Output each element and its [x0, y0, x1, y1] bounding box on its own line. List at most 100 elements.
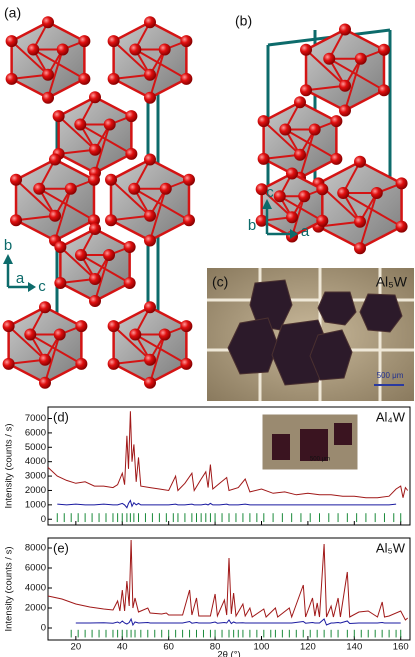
atom [75, 357, 88, 370]
bond [11, 73, 49, 80]
atom [182, 214, 195, 227]
atom [255, 183, 268, 196]
panel-label: (b) [235, 13, 252, 29]
atom [2, 357, 15, 370]
atom [107, 72, 120, 85]
atom [144, 68, 156, 81]
axis-letter: b [248, 217, 256, 234]
y-tick-label: 2000 [25, 485, 46, 496]
panel-label: (e) [53, 540, 69, 555]
atom [377, 84, 390, 97]
x-tick-label: 120 [300, 642, 316, 653]
atom [89, 143, 101, 156]
y-tick-label: 4000 [25, 456, 46, 467]
panel-label: (c) [212, 274, 228, 290]
x-tick-label: 100 [254, 642, 270, 653]
atom [330, 115, 343, 128]
bond [113, 73, 151, 80]
atom [144, 376, 156, 389]
atom [89, 295, 101, 307]
atom [144, 91, 156, 104]
atom [54, 277, 67, 289]
x-tick-label: 40 [117, 642, 128, 653]
bond [261, 188, 293, 218]
atom [49, 153, 61, 166]
atom [316, 214, 329, 227]
atom [89, 91, 101, 104]
x-tick-label: 80 [210, 642, 221, 653]
y-tick-label: 7000 [25, 413, 46, 424]
atom [74, 118, 87, 131]
atom [129, 43, 142, 56]
bond [59, 246, 96, 280]
chart: 0 2000 4000 6000 8000 20 40 60 80 100 120 140 160 Int… [4, 537, 411, 657]
plot-frame [47, 406, 411, 526]
atom [182, 173, 195, 186]
bond [54, 188, 72, 241]
bond [110, 179, 151, 217]
atom [125, 147, 138, 160]
bond [263, 153, 301, 160]
atom [123, 241, 136, 253]
y-tick-label: 1000 [25, 499, 46, 510]
atom [144, 209, 156, 222]
atom [39, 376, 51, 389]
atom [286, 211, 298, 224]
y-tick-label: 8000 [25, 543, 46, 554]
chart: 0 1000 2000 3000 4000 5000 6000 7000 Intensity (… [4, 406, 411, 526]
bond [7, 325, 46, 361]
atom [129, 328, 142, 341]
atom [257, 152, 270, 165]
atom [308, 123, 321, 136]
atom [144, 153, 156, 166]
atom [107, 35, 120, 48]
bond [94, 254, 110, 302]
bond [149, 188, 167, 241]
atom [370, 187, 383, 199]
atom [24, 328, 37, 341]
series-line [75, 617, 401, 627]
bond [262, 120, 301, 156]
structure-a [2, 16, 195, 389]
bond [15, 214, 56, 222]
y-axis-label: Intensity (counts / s) [4, 546, 15, 631]
series-line [57, 499, 397, 509]
inset-crystal [334, 423, 352, 445]
atom [300, 43, 313, 56]
series-line [47, 411, 409, 499]
atom [395, 220, 408, 233]
atom [103, 249, 115, 261]
y-tick-label: 3000 [25, 471, 46, 482]
atom [273, 190, 286, 203]
atom [87, 173, 100, 186]
axis-letter: b [4, 237, 12, 254]
x-tick-label: 140 [346, 642, 362, 653]
atom [2, 320, 15, 333]
atom [53, 328, 66, 341]
atom [42, 16, 54, 29]
bond [15, 179, 56, 217]
atom [144, 301, 156, 314]
atom [42, 68, 54, 81]
atom [337, 187, 350, 199]
atom [128, 182, 141, 195]
atom [257, 115, 270, 128]
atom [144, 234, 156, 247]
x-tick-label: 20 [71, 642, 82, 653]
atom [56, 43, 69, 56]
atom [294, 96, 306, 109]
atom [42, 91, 54, 104]
atom [78, 72, 91, 85]
axis-letter: c [266, 184, 274, 201]
bond [291, 195, 306, 237]
atom [5, 35, 18, 48]
bond [10, 40, 49, 76]
atom [286, 167, 298, 180]
atom [279, 123, 292, 136]
atom [105, 173, 118, 186]
atom [395, 177, 408, 190]
atom [180, 35, 193, 48]
y-tick-label: 2000 [25, 603, 46, 614]
